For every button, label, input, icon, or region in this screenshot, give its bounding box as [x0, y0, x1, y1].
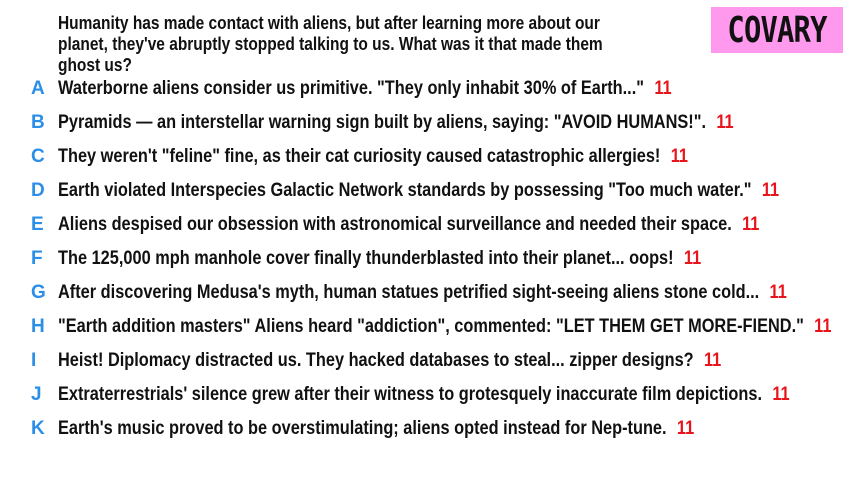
- answer-item-c[interactable]: C They weren't "feline" fine, as their c…: [0, 140, 853, 174]
- answer-score: 11: [772, 384, 790, 405]
- answer-text: Earth violated Interspecies Galactic Net…: [58, 180, 752, 201]
- answer-letter: F: [31, 248, 43, 269]
- answer-item-b[interactable]: B Pyramids — an interstellar warning sig…: [0, 106, 853, 140]
- answer-list: A Waterborne aliens consider us primitiv…: [0, 72, 853, 446]
- answer-item-a[interactable]: A Waterborne aliens consider us primitiv…: [0, 72, 853, 106]
- answer-text: Extraterrestrials' silence grew after th…: [58, 384, 763, 405]
- answer-letter: H: [31, 316, 45, 337]
- answer-item-e[interactable]: E Aliens despised our obsession with ast…: [0, 208, 853, 242]
- answer-text: Waterborne aliens consider us primitive.…: [58, 78, 645, 99]
- answer-score: 11: [769, 282, 787, 303]
- answer-item-k[interactable]: K Earth's music proved to be overstimula…: [0, 412, 853, 446]
- covary-logo: COVARY: [711, 7, 843, 53]
- answer-score: 11: [676, 418, 695, 439]
- answer-letter: C: [31, 146, 45, 167]
- answer-letter: K: [31, 418, 45, 439]
- answer-letter: G: [31, 282, 46, 303]
- answer-score: 11: [654, 78, 672, 99]
- answer-text: After discovering Medusa's myth, human s…: [58, 282, 760, 303]
- answer-letter: D: [31, 180, 45, 201]
- answer-item-j[interactable]: J Extraterrestrials' silence grew after …: [0, 378, 853, 412]
- answer-score: 11: [670, 146, 688, 167]
- answer-text: Heist! Diplomacy distracted us. They hac…: [58, 350, 694, 371]
- answer-score: 11: [716, 112, 734, 133]
- answer-score: 11: [761, 180, 780, 201]
- answer-text: Aliens despised our obsession with astro…: [58, 214, 732, 235]
- answer-score: 11: [683, 248, 702, 269]
- answer-text: The 125,000 mph manhole cover finally th…: [58, 248, 674, 269]
- answer-text: "Earth addition masters" Aliens heard "a…: [58, 316, 804, 337]
- answer-letter: J: [31, 384, 42, 405]
- answer-text: Pyramids — an interstellar warning sign …: [58, 112, 707, 133]
- answer-text: Earth's music proved to be overstimulati…: [58, 418, 667, 439]
- answer-item-i[interactable]: I Heist! Diplomacy distracted us. They h…: [0, 344, 853, 378]
- answer-letter: A: [31, 78, 45, 99]
- answer-item-d[interactable]: D Earth violated Interspecies Galactic N…: [0, 174, 853, 208]
- answer-letter: E: [31, 214, 44, 235]
- answer-score: 11: [703, 350, 722, 371]
- answer-letter: B: [31, 112, 45, 133]
- answer-letter: I: [31, 350, 37, 371]
- answer-item-g[interactable]: G After discovering Medusa's myth, human…: [0, 276, 853, 310]
- answer-item-h[interactable]: H "Earth addition masters" Aliens heard …: [0, 310, 853, 344]
- prompt-text: Humanity has made contact with aliens, b…: [58, 13, 603, 75]
- answer-score: 11: [742, 214, 760, 235]
- answer-item-f[interactable]: F The 125,000 mph manhole cover finally …: [0, 242, 853, 276]
- answer-score: 11: [814, 316, 832, 337]
- logo-text: COVARY: [727, 9, 827, 51]
- answer-text: They weren't "feline" fine, as their cat…: [58, 146, 661, 167]
